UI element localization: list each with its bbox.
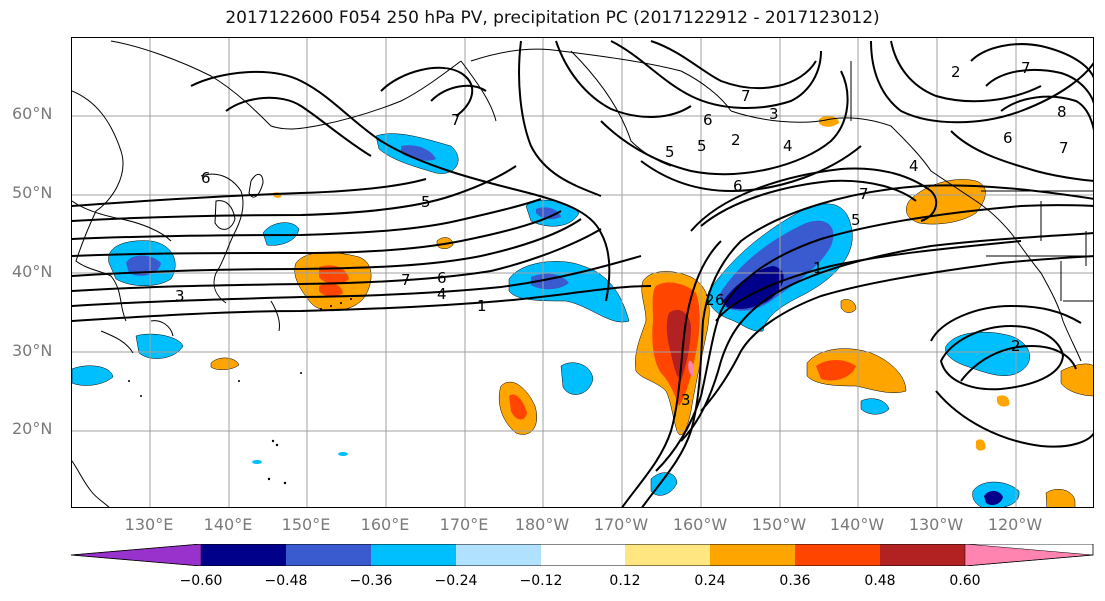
lon-label-160w: 160°W [672, 515, 728, 534]
contour-label: 2 [951, 63, 961, 81]
contour-label: 2 [1011, 337, 1021, 355]
lon-label-180w: 180°W [514, 515, 570, 534]
colorbar-bin [371, 544, 456, 566]
colorbar-tick-label: −0.24 [434, 573, 478, 589]
lat-label-60n: 60°N [12, 104, 53, 123]
lon-label-150e: 150°E [281, 515, 331, 534]
graticule [72, 38, 1093, 507]
colorbar-bin [541, 544, 625, 566]
contour-label: 1 [813, 259, 823, 277]
contour-label: 5 [421, 193, 431, 211]
contour-label: 7 [1021, 59, 1031, 77]
contour-label: 6 [703, 111, 713, 129]
pv-contour-labels: 7 6 7 4 5 1 6 7 6 5 2 3 2 6 5 7 1 6 4 3 … [175, 59, 1069, 409]
lat-label-50n: 50°N [12, 183, 53, 202]
lat-label-40n: 40°N [12, 262, 53, 281]
colorbar-bin [625, 544, 710, 566]
colorbar-tick-label: −0.48 [264, 573, 308, 589]
colorbar-tick-label: −0.60 [179, 573, 223, 589]
contour-label: 7 [451, 111, 461, 129]
contour-label: 1 [477, 297, 487, 315]
lon-label-140w: 140°W [829, 515, 885, 534]
lat-label-20n: 20°N [12, 419, 53, 438]
colorbar-bin [795, 544, 880, 566]
colorbar-tick-label: 0.24 [694, 573, 726, 589]
colorbar-tick-label: −0.36 [349, 573, 393, 589]
contour-label: 4 [909, 157, 919, 175]
contour-label: 2 [731, 131, 741, 149]
lat-label-30n: 30°N [12, 341, 53, 360]
colorbar-bin [71, 544, 202, 566]
contour-label: 2 [705, 291, 715, 309]
colorbar-bin [710, 544, 795, 566]
contour-label: 5 [665, 143, 675, 161]
colorbar-bin [964, 544, 1094, 566]
lon-label-130w: 130°W [908, 515, 964, 534]
lon-label-170w: 170°W [593, 515, 649, 534]
contour-label: 7 [1059, 139, 1069, 157]
colorbar-tick-label: 0.48 [864, 573, 896, 589]
lon-label-140e: 140°E [203, 515, 253, 534]
island-dots [128, 298, 352, 485]
lon-label-150w: 150°W [751, 515, 807, 534]
contour-label: 7 [859, 185, 869, 203]
lon-label-160e: 160°E [360, 515, 410, 534]
colorbar-bin [286, 544, 371, 566]
coastlines [72, 40, 1093, 507]
colorbar-tick-label: 0.60 [949, 573, 981, 589]
contour-label: 3 [681, 391, 691, 409]
contour-label: 6 [1003, 129, 1013, 147]
colorbar-tick-label: 0.36 [779, 573, 811, 589]
contour-label: 4 [783, 137, 793, 155]
contour-label: 7 [401, 271, 411, 289]
contour-label: 5 [851, 211, 861, 229]
contour-label: 6 [733, 177, 743, 195]
map-title: 2017122600 F054 250 hPa PV, precipitatio… [225, 8, 880, 28]
contour-label: 5 [697, 137, 707, 155]
lon-label-130e: 130°E [124, 515, 174, 534]
contour-label: 8 [1057, 103, 1067, 121]
colorbar-tick-label: −0.12 [519, 573, 563, 589]
contour-label: 6 [201, 169, 211, 187]
lon-label-120w: 120°W [987, 515, 1043, 534]
positive-precip-shading [210, 115, 1093, 507]
colorbar-tick-label: 0.12 [609, 573, 641, 589]
colorbar-bin [880, 544, 965, 566]
contour-label: 7 [741, 87, 751, 105]
contour-label: 3 [175, 287, 185, 305]
contour-label: 6 [715, 291, 725, 309]
map-panel: 7 6 7 4 5 1 6 7 6 5 2 3 2 6 5 7 1 6 4 3 … [71, 37, 1094, 508]
contour-label: 3 [769, 105, 779, 123]
colorbar-bin [201, 544, 286, 566]
map-canvas: 7 6 7 4 5 1 6 7 6 5 2 3 2 6 5 7 1 6 4 3 … [72, 38, 1093, 507]
pv-contours [72, 40, 1093, 507]
lon-label-170e: 170°E [439, 515, 489, 534]
colorbar-bin [456, 544, 541, 566]
contour-label: 4 [437, 285, 447, 303]
contour-label: 6 [437, 269, 447, 287]
colorbar [71, 544, 1094, 566]
